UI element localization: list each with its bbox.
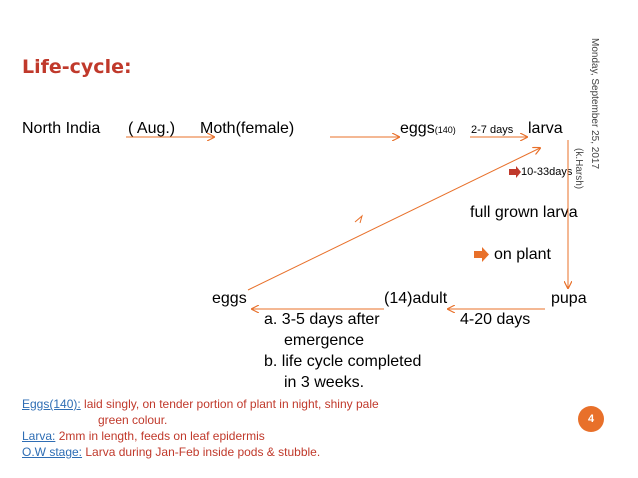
moth-label: Moth(female) — [200, 120, 295, 137]
date-text: Monday, September 25, 2017 — [589, 38, 600, 170]
month-label: ( Aug.) — [128, 120, 176, 137]
footnote-eggs-continued: green colour. — [98, 412, 167, 428]
note-line-2: emergence — [284, 332, 365, 349]
footnote-ow-text: Larva during Jan-Feb inside pods & stubb… — [82, 445, 321, 459]
pupa-label: pupa — [551, 290, 587, 307]
note-line-4: in 3 weeks. — [284, 374, 365, 391]
on-plant-label: on plant — [494, 246, 551, 263]
page-number-badge: 4 — [578, 406, 604, 432]
pupa-days: 4-20 days — [460, 311, 531, 328]
eggs-top-label: eggs(140) — [400, 120, 456, 138]
footnote-eggs-key: Eggs(140): — [22, 397, 81, 411]
footnote-ow-key: O.W stage: — [22, 445, 83, 459]
date-caption: Monday, September 25, 2017 — [588, 38, 600, 169]
footnote-eggs-text: laid singly, on tender portion of plant … — [80, 397, 379, 411]
diagonal-tick — [354, 214, 363, 224]
footnote-eggs-text-2: green colour. — [98, 413, 168, 427]
eggs-top-count: (140) — [434, 125, 456, 135]
larva-days-block-arrow — [509, 166, 521, 178]
larva-days: 10-33days — [521, 166, 573, 178]
eggs-top-text: eggs — [400, 120, 435, 137]
arrow-eggs-to-larva-diagonal — [247, 148, 540, 291]
note-line-1: a. 3-5 days after — [264, 311, 380, 328]
adult-label: (14)adult — [384, 290, 448, 307]
footnote-eggs: Eggs(140): laid singly, on tender portio… — [22, 396, 379, 412]
larva-label: larva — [528, 120, 563, 137]
footnote-larva-key: Larva: — [22, 429, 56, 443]
footnote-larva-text: 2mm in length, feeds on leaf epidermis — [55, 429, 265, 443]
full-grown-larva-label: full grown larva — [470, 204, 578, 221]
author-text: (k.Harsh) — [573, 148, 584, 190]
footnote-ow-stage: O.W stage: Larva during Jan-Feb inside p… — [22, 444, 320, 460]
note-line-3: b. life cycle completed — [264, 353, 422, 370]
author-caption: (k.Harsh) — [572, 148, 584, 189]
on-plant-block-arrow — [474, 247, 489, 262]
eggs-to-larva-days: 2-7 days — [471, 124, 514, 136]
region-label: North India — [22, 120, 101, 137]
eggs-bottom-label: eggs — [212, 290, 247, 307]
footnote-larva: Larva: 2mm in length, feeds on leaf epid… — [22, 428, 265, 444]
page-title: Life-cycle: — [22, 56, 132, 78]
